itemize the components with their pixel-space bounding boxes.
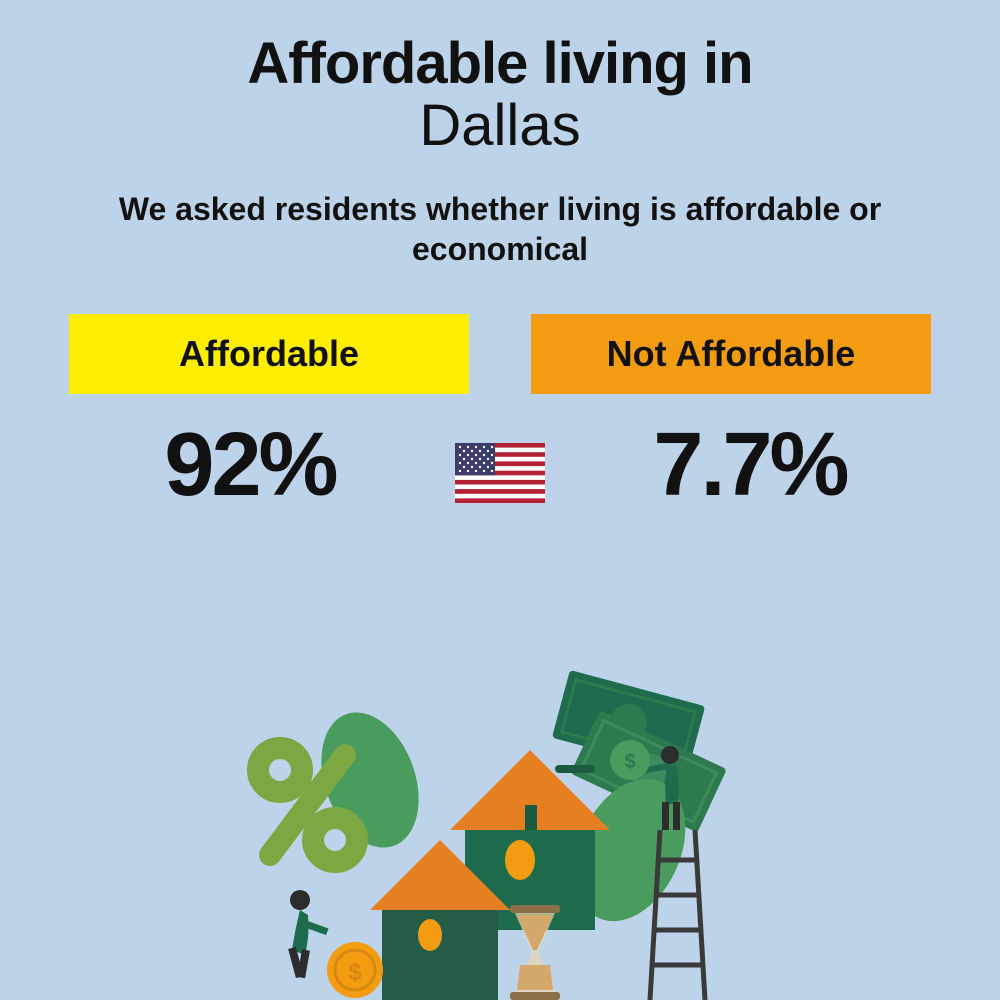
- title-prefix: Affordable living in: [0, 30, 1000, 97]
- subtitle-text: We asked residents whether living is aff…: [0, 189, 1000, 269]
- value-affordable: 92%: [75, 414, 425, 517]
- svg-text:$: $: [624, 751, 635, 773]
- title-city: Dallas: [0, 92, 1000, 159]
- label-not-affordable: Not Affordable: [531, 314, 931, 394]
- svg-text:$: $: [348, 959, 362, 986]
- housing-illustration-icon: $ $: [200, 650, 800, 1000]
- labels-row: Affordable Not Affordable: [0, 314, 1000, 394]
- label-affordable: Affordable: [69, 314, 469, 394]
- values-row: 92% 7.7%: [0, 414, 1000, 517]
- us-flag-icon: [455, 443, 545, 503]
- value-not-affordable: 7.7%: [575, 414, 925, 517]
